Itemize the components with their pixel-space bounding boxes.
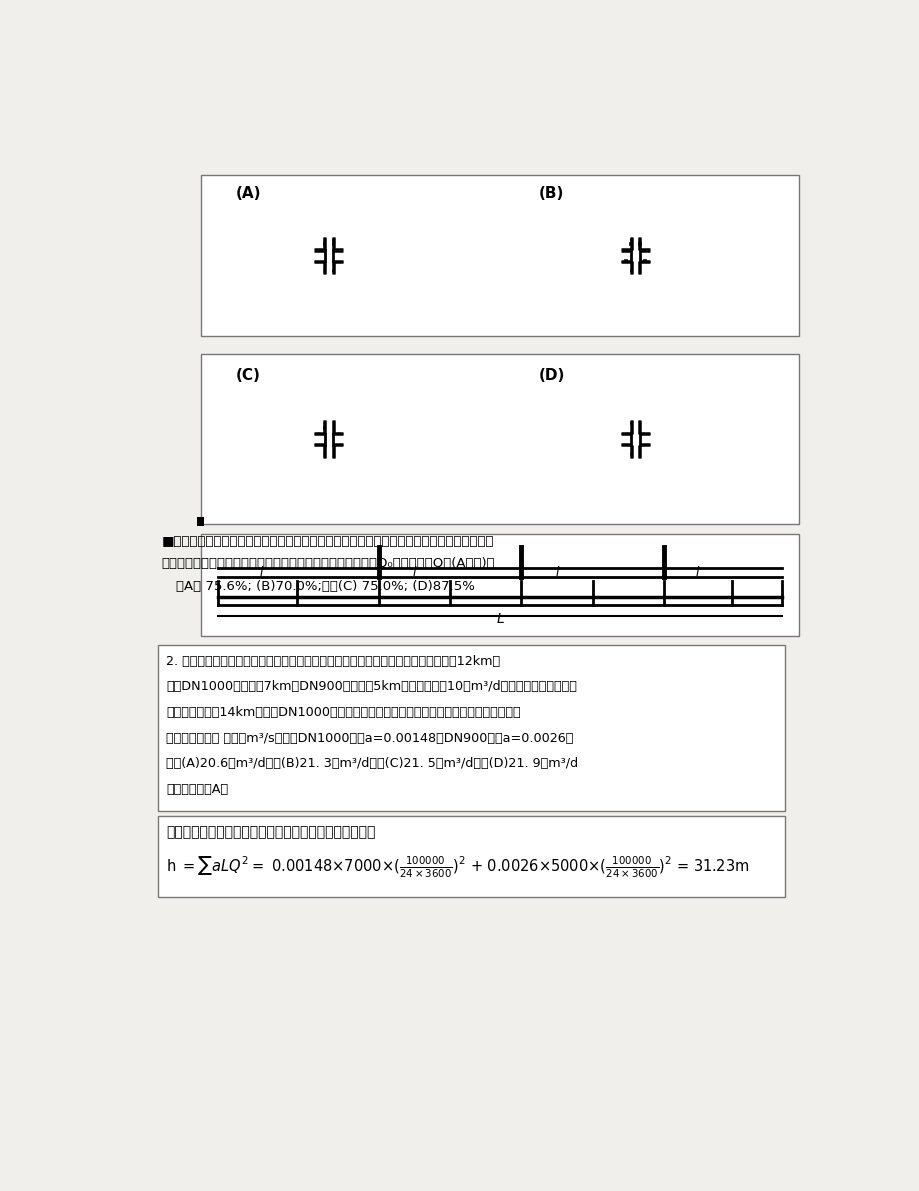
Text: (A): (A) bbox=[236, 186, 261, 201]
Text: 水管线一根，长14km，管径DN1000，当扩建工程建成后，在相同进水水位时，输水总能力可: 水管线一根，长14km，管径DN1000，当扩建工程建成后，在相同进水水位时，输… bbox=[166, 706, 520, 719]
Bar bbox=[158, 816, 784, 897]
Text: （A） 75.6%; (B)70.0%;　　(C) 75.0%; (D)87.5%: （A） 75.6%; (B)70.0%; (C) 75.0%; (D)87.5% bbox=[176, 580, 474, 593]
Bar bbox=[323, 426, 325, 429]
Text: h $= \sum aLQ^2 =$ 0.00148$\times$7000$\times$($\frac{100000}{24\times3600}$)$^2: h $= \sum aLQ^2 =$ 0.00148$\times$7000$\… bbox=[166, 855, 749, 880]
Text: 答案：【A】: 答案：【A】 bbox=[166, 782, 228, 796]
Bar bbox=[643, 261, 645, 262]
Bar bbox=[332, 243, 334, 245]
Bar bbox=[200, 175, 799, 336]
Text: l: l bbox=[695, 566, 698, 579]
Text: l: l bbox=[555, 566, 558, 579]
Bar bbox=[200, 534, 799, 636]
Text: 障时，通过阀门切换，在总水头损失不变的状况下，事故流量Q₀为设计流量Q的(A　　)。: 障时，通过阀门切换，在总水头损失不变的状况下，事故流量Q₀为设计流量Q的(A )… bbox=[161, 557, 494, 570]
Text: ■图示两条管径相似、平行敞设的输水管线，等距离设有三根连通管。当其中某一管段发生故: ■图示两条管径相似、平行敞设的输水管线，等距离设有三根连通管。当其中某一管段发生… bbox=[161, 535, 494, 548]
Text: 其中DN1000的管线长7km，DN900的管线长5km，输水能力为10万m³/d，扩建工程另行敞设输: 其中DN1000的管线长7km，DN900的管线长5km，输水能力为10万m³/… bbox=[166, 680, 576, 693]
Bar bbox=[625, 261, 626, 262]
Text: 达多少？（注： 流量以m³/s计时，DN1000比阾a=0.00148，DN900比阾a=0.0026）: 达多少？（注： 流量以m³/s计时，DN1000比阾a=0.00148，DN90… bbox=[166, 731, 573, 744]
Bar bbox=[200, 354, 799, 524]
Text: 2. 某输水工程采用重力输水将原水输送到自来水厂的配水井，已有一根输水管线总长12km，: 2. 某输水工程采用重力输水将原水输送到自来水厂的配水井，已有一根输水管线总长1… bbox=[166, 655, 500, 668]
Text: 可资利用的水头（等于扩建前输水管道总水头损失）为：: 可资利用的水头（等于扩建前输水管道总水头损失）为： bbox=[166, 825, 375, 840]
Bar bbox=[630, 243, 631, 245]
Text: (A)20.6万m³/d　　(B)21. 3万m³/d　　(C)21. 5万m³/d　　(D)21. 9万m³/d: (A)20.6万m³/d (B)21. 3万m³/d (C)21. 5万m³/d… bbox=[166, 757, 578, 771]
Text: (C): (C) bbox=[236, 368, 261, 382]
Text: (B): (B) bbox=[539, 186, 564, 201]
Bar bbox=[158, 646, 784, 811]
Text: L: L bbox=[495, 612, 504, 626]
Bar bbox=[323, 243, 325, 245]
Bar bbox=[639, 243, 640, 245]
Text: l: l bbox=[259, 566, 263, 579]
Text: (D): (D) bbox=[539, 368, 565, 382]
Bar bbox=[197, 517, 204, 526]
Text: l: l bbox=[413, 566, 415, 579]
